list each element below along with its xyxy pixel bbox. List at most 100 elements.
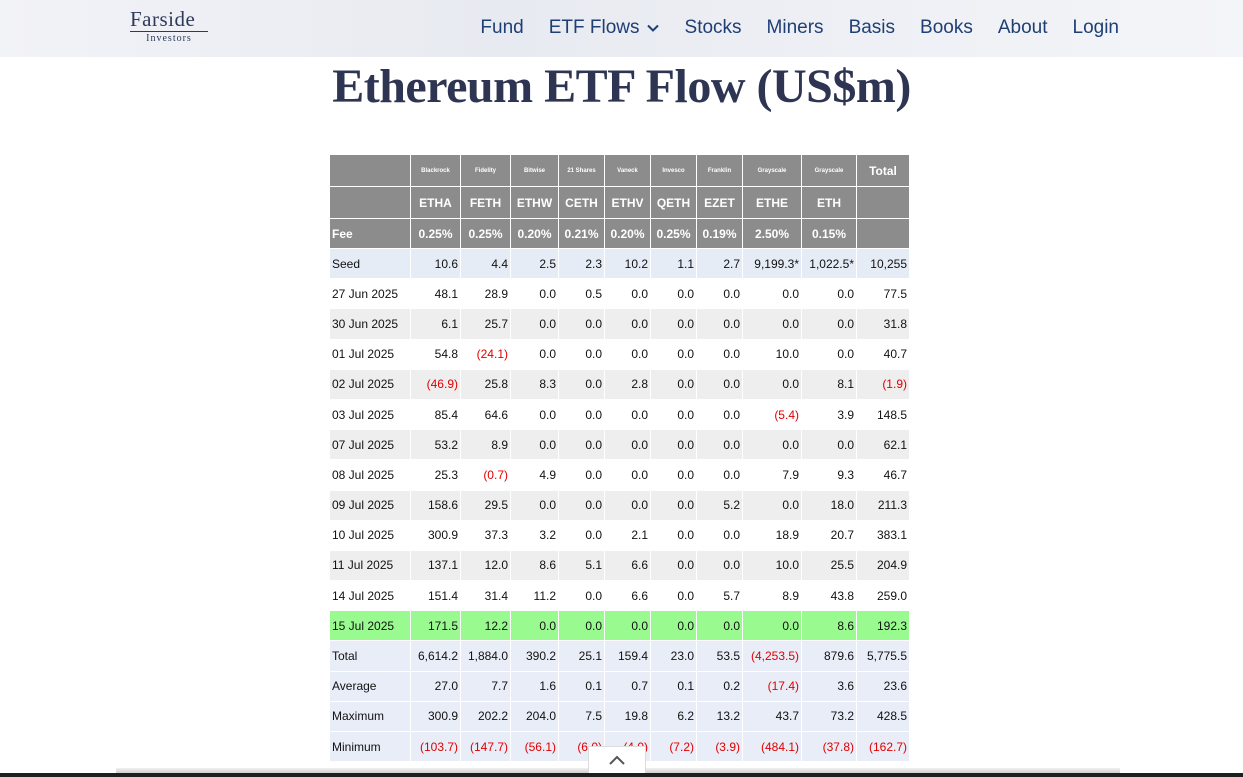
row-label-cell: Minimum (329, 730, 411, 763)
nav-login-label: Login (1072, 17, 1120, 38)
table-cell: 0.0 (742, 278, 802, 310)
row-label-cell: 08 Jul 2025 (329, 459, 411, 491)
row-label-cell: 09 Jul 2025 (329, 489, 411, 521)
issuer-header-cell: Fidelity (460, 154, 511, 187)
table-cell: 40.7 (856, 338, 910, 370)
table-cell: 0.0 (742, 610, 802, 642)
fee-header-cell: 0.25% (460, 218, 511, 249)
ticker-header-cell (856, 186, 910, 219)
table-cell: 0.0 (650, 398, 697, 431)
main-nav: Fund ETF Flows Stocks Miners Basis Books… (480, 16, 1119, 40)
nav-about[interactable]: About (998, 17, 1048, 39)
table-cell: 8.6 (801, 610, 857, 642)
table-cell: 10,255 (856, 247, 910, 280)
nav-basis[interactable]: Basis (849, 17, 895, 39)
table-cell: 10.0 (742, 338, 802, 370)
table-cell: 25.8 (460, 368, 511, 400)
table-row: 08 Jul 2025 25.3 (0.7) 4.9 0.0 0.0 0.0 0.0 7.9 9.… (329, 459, 910, 491)
table-cell: 1.6 (510, 670, 559, 702)
issuer-header-row: Blackrock Fidelity Bitwise 21 Shares Vaneck I… (329, 154, 910, 187)
table-cell: 31.4 (460, 580, 511, 612)
nav-stocks-label: Stocks (684, 17, 742, 38)
table-row: 07 Jul 2025 53.2 8.9 0.0 0.0 0.0 0.0 0.0 0.0 0.0 6… (329, 429, 910, 461)
table-cell: (3.9) (696, 730, 743, 763)
table-cell: 6,614.2 (410, 640, 461, 672)
table-cell: 0.0 (510, 338, 559, 370)
table-row: Average 27.0 7.7 1.6 0.1 0.7 0.1 0.2 (17.4) 3.6 23… (329, 670, 910, 702)
nav-etf-flows[interactable]: ETF Flows (549, 17, 660, 39)
table-cell: 31.8 (856, 308, 910, 340)
table-cell: 23.6 (856, 670, 910, 702)
table-cell: 0.0 (696, 429, 743, 461)
table-cell: 0.0 (696, 459, 743, 491)
table-cell: 0.0 (650, 519, 697, 551)
nav-fund[interactable]: Fund (480, 17, 523, 39)
table-cell: 0.0 (604, 459, 651, 491)
table-cell: 151.4 (410, 580, 461, 612)
table-cell: 0.0 (558, 398, 605, 431)
ticker-header-cell: ETH (801, 186, 857, 219)
table-cell: 0.0 (650, 489, 697, 521)
fee-header-cell: 0.15% (801, 218, 857, 249)
nav-about-label: About (997, 17, 1048, 38)
table-cell: 0.0 (801, 308, 857, 340)
fee-header-cell: 0.21% (558, 218, 605, 249)
row-label-cell: 01 Jul 2025 (329, 338, 411, 370)
table-cell: 0.0 (650, 580, 697, 612)
table-cell: 6.1 (410, 308, 461, 340)
logo-main-text: Farside (130, 7, 196, 31)
table-cell: 0.0 (510, 278, 559, 310)
table-cell: 0.0 (742, 368, 802, 400)
table-cell: 428.5 (856, 700, 910, 733)
table-cell: (103.7) (410, 730, 461, 763)
row-label-cell: 02 Jul 2025 (329, 368, 411, 400)
issuer-header-cell: Bitwise (510, 154, 559, 187)
table-cell: 20.7 (801, 519, 857, 551)
table-cell: (56.1) (510, 730, 559, 763)
nav-miners[interactable]: Miners (767, 17, 824, 39)
table-row: 15 Jul 2025 171.5 12.2 0.0 0.0 0.0 0.0 0.0 0.0 8.… (329, 610, 910, 642)
table-cell: 0.0 (604, 489, 651, 521)
nav-stocks[interactable]: Stocks (685, 17, 742, 39)
row-label-cell: 30 Jun 2025 (329, 308, 411, 340)
farside-logo[interactable]: Farside Investors (130, 8, 212, 48)
table-row: 30 Jun 2025 6.1 25.7 0.0 0.0 0.0 0.0 0.0 0.0 0.0 3… (329, 308, 910, 340)
row-label-cell: Maximum (329, 700, 411, 733)
table-cell: 3.2 (510, 519, 559, 551)
ticker-header-cell (329, 186, 411, 219)
nav-books[interactable]: Books (920, 17, 973, 39)
table-cell: 3.9 (801, 398, 857, 431)
table-cell: 0.0 (801, 338, 857, 370)
ticker-header-cell: FETH (460, 186, 511, 219)
scroll-top-button[interactable] (588, 746, 646, 773)
table-row: 03 Jul 2025 85.4 64.6 0.0 0.0 0.0 0.0 0.0 (5.4) 3… (329, 398, 910, 431)
table-cell: 10.6 (410, 247, 461, 280)
table-cell: 171.5 (410, 610, 461, 642)
row-label-cell: 03 Jul 2025 (329, 398, 411, 431)
table-cell: 6.2 (650, 700, 697, 733)
table-cell: 1.1 (650, 247, 697, 280)
table-cell: 0.0 (801, 278, 857, 310)
table-row: 10 Jul 2025 300.9 37.3 3.2 0.0 2.1 0.0 0.0 18.9 2… (329, 519, 910, 551)
table-cell: 0.0 (558, 610, 605, 642)
etf-flow-table: Blackrock Fidelity Bitwise 21 Shares Vaneck I… (329, 154, 910, 763)
table-cell: 54.8 (410, 338, 461, 370)
table-cell: 0.0 (558, 459, 605, 491)
table-cell: (484.1) (742, 730, 802, 763)
fee-header-cell (856, 218, 910, 249)
issuer-header-cell: Invesco (650, 154, 697, 187)
table-cell: 0.0 (696, 610, 743, 642)
nav-login[interactable]: Login (1073, 17, 1120, 39)
issuer-header-cell: Grayscale (801, 154, 857, 187)
table-cell: 37.3 (460, 519, 511, 551)
nav-fund-label: Fund (480, 17, 524, 38)
table-cell: 53.5 (696, 640, 743, 672)
fee-header-row: Fee 0.25% 0.25% 0.20% 0.21% 0.20% 0.25% 0.19% 2.… (329, 218, 910, 249)
table-cell: 0.0 (510, 429, 559, 461)
table-cell: 77.5 (856, 278, 910, 310)
ticker-header-cell: QETH (650, 186, 697, 219)
table-cell: 0.0 (742, 429, 802, 461)
table-cell: 0.0 (558, 308, 605, 340)
table-cell: 0.0 (510, 308, 559, 340)
fee-header-cell: 0.20% (510, 218, 559, 249)
